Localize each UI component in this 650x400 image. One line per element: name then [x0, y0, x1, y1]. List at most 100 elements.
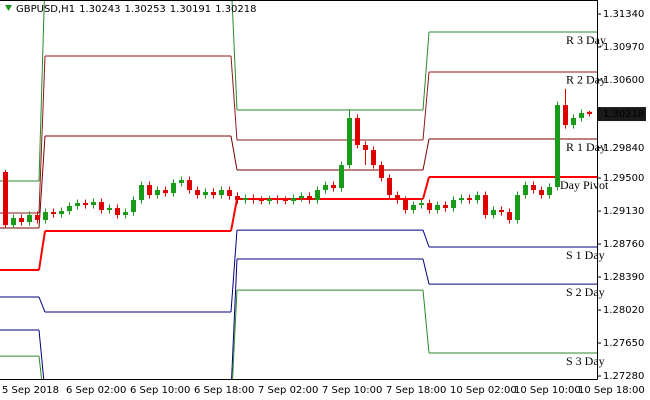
pivot-connector: [230, 55, 238, 141]
x-tick-label: 10 Sep 10:00: [514, 385, 581, 396]
candle-body: [139, 185, 144, 201]
candle-body: [131, 200, 136, 213]
candle-body: [435, 205, 440, 210]
pivot-label: S 3 Day: [566, 354, 605, 368]
candle-body: [267, 199, 272, 201]
x-tick-label: 7 Sep 10:00: [322, 385, 382, 396]
candle-body: [219, 190, 224, 196]
candle-body: [491, 210, 496, 215]
candle-body: [531, 185, 536, 191]
candle-body: [579, 112, 584, 118]
candle-body: [419, 203, 424, 206]
candle-body: [539, 190, 544, 196]
candle-body: [291, 198, 296, 201]
candle-body: [275, 199, 280, 201]
candle-body: [363, 144, 368, 150]
x-tick-label: 10 Sep 18:00: [578, 385, 645, 396]
close: 1.30218: [215, 4, 256, 15]
candle-body: [563, 105, 568, 126]
candle-body: [75, 203, 80, 206]
candle-body: [371, 149, 376, 166]
symbol-icon: [5, 5, 12, 11]
y-tick-label: 1.27650: [603, 338, 644, 349]
x-tick-label: 7 Sep 02:00: [258, 385, 318, 396]
candle-body: [59, 211, 64, 215]
candle-body: [227, 190, 232, 196]
pivot-connector: [230, 230, 238, 313]
y-tick-label: 1.30600: [603, 75, 644, 86]
candle-body: [91, 202, 96, 206]
pivot-label: S 1 Day: [566, 248, 605, 262]
candle-body: [27, 214, 32, 223]
pivot-connector: [38, 296, 46, 313]
candles: [3, 88, 592, 229]
candle-body: [99, 202, 104, 210]
candle-body: [379, 165, 384, 178]
candle-body: [571, 117, 576, 126]
x-tick-label: 5 Sep 2018: [2, 385, 59, 396]
pivot-connector: [230, 198, 238, 232]
pivot-connector: [422, 31, 430, 111]
y-tick-label: 1.31340: [603, 9, 644, 20]
low: 1.30191: [170, 4, 211, 15]
pivot-connector: [422, 290, 430, 354]
pivot-lines: [0, 0, 597, 379]
header: GBPUSD,H1 1.30243 1.30253 1.30191 1.30218: [16, 4, 257, 15]
candle-body: [307, 196, 312, 201]
candle-body: [443, 205, 448, 209]
candle-body: [187, 180, 192, 191]
y-tick-label: 1.29130: [603, 206, 644, 217]
pivot-connector: [422, 176, 430, 200]
candle-body: [3, 172, 8, 226]
pivot-connector: [231, 0, 238, 111]
candle-body: [355, 117, 360, 145]
candle-body: [299, 196, 304, 199]
candle-body: [403, 200, 408, 210]
candle-body: [451, 200, 456, 209]
x-tick-label: 10 Sep 02:00: [450, 385, 517, 396]
candle-body: [459, 198, 464, 201]
y-tick-label: 1.28760: [603, 239, 644, 250]
pivot-connector: [422, 71, 430, 141]
y-tick-label: 1.29500: [603, 173, 644, 184]
pivot-label: S 2 Day: [566, 285, 605, 299]
candle-body: [11, 218, 16, 226]
candle-body: [35, 214, 40, 220]
candle-body: [339, 165, 344, 189]
y-tick-label: 1.28020: [603, 305, 644, 316]
pivot-connector: [232, 290, 238, 379]
y-tick-label: 1.29840: [603, 143, 644, 154]
candle-body: [475, 195, 480, 201]
candle-body: [51, 212, 56, 215]
candle-body: [211, 191, 216, 196]
candle-body: [347, 117, 352, 166]
candle-body: [499, 210, 504, 213]
pivot-connector: [231, 259, 238, 379]
candle-body: [387, 177, 392, 196]
y-tick-label: 1.28390: [603, 272, 644, 283]
candle-body: [315, 190, 320, 201]
pivot-label: Day Pivot: [560, 178, 609, 192]
x-tick-label: 7 Sep 18:00: [386, 385, 446, 396]
candle-body: [283, 200, 288, 202]
candle-body: [395, 195, 400, 201]
pivot-connector: [38, 135, 46, 229]
pivot-connector: [422, 229, 430, 248]
candle-body: [243, 198, 248, 201]
pivot-connector: [422, 258, 430, 285]
high: 1.30253: [124, 4, 165, 15]
candle-body: [67, 205, 72, 212]
candle-body: [467, 198, 472, 201]
candle-body: [483, 195, 488, 215]
candle-body: [115, 208, 120, 215]
candle-body: [555, 105, 560, 187]
y-tick-label: 1.27280: [603, 371, 644, 382]
candle-body: [123, 212, 128, 215]
pivot-connector: [230, 135, 238, 171]
candle-body: [195, 190, 200, 196]
candle-body: [523, 185, 528, 196]
candle-body: [427, 203, 432, 210]
candle-body: [587, 111, 592, 115]
